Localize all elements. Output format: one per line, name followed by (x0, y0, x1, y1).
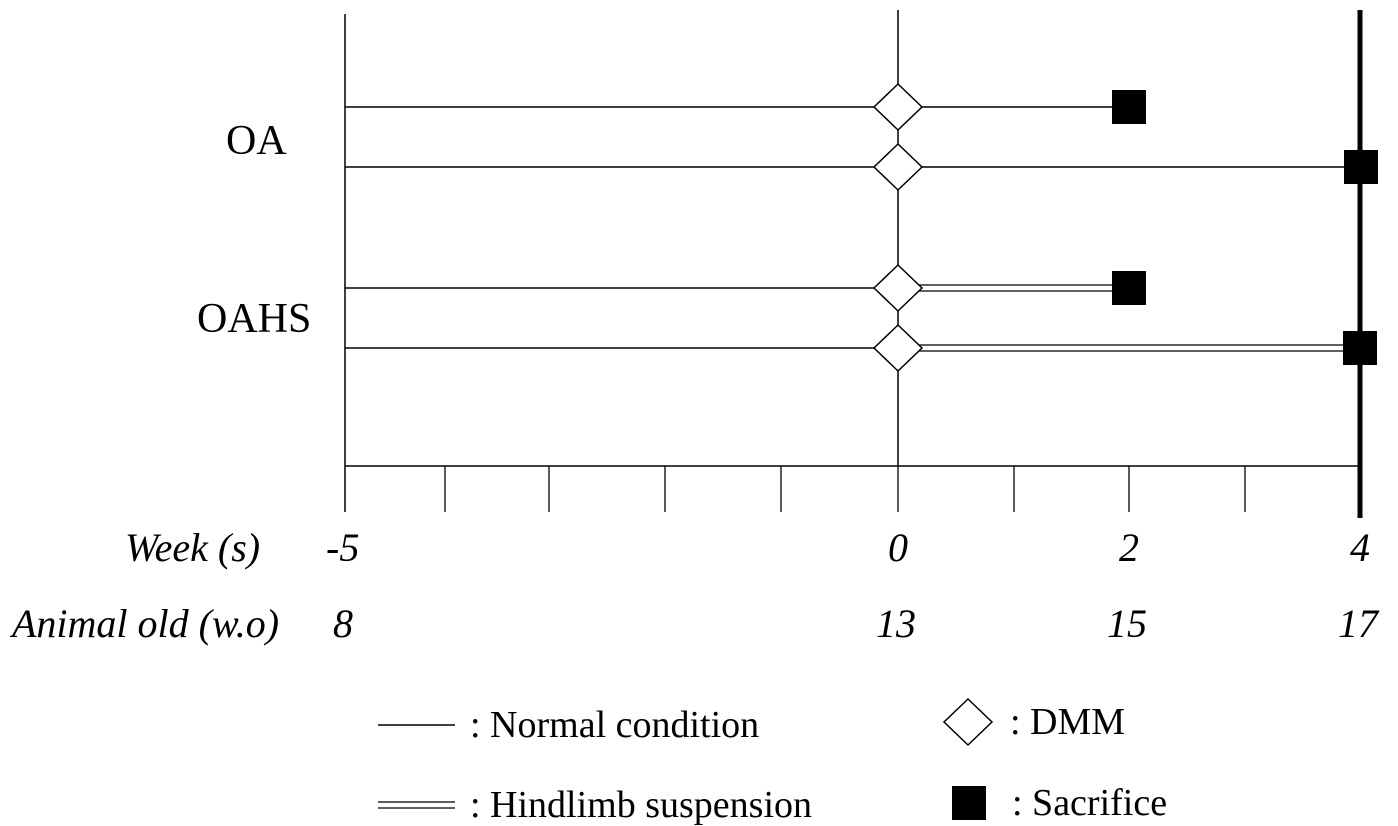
dmm-marker (872, 323, 924, 373)
age-tick-label: 15 (1107, 601, 1147, 646)
sacrifice-marker (1112, 271, 1146, 305)
week-tick-label: 2 (1119, 525, 1139, 570)
week-tick-label: 4 (1350, 525, 1370, 570)
sacrifice-marker (1343, 331, 1377, 365)
legend-sacrifice-label: : Sacrifice (1012, 782, 1168, 824)
sacrifice-marker (1112, 90, 1146, 124)
dmm-marker (872, 82, 924, 132)
group-label-oa: OA (226, 118, 287, 164)
age-tick-label: 8 (333, 601, 353, 646)
week-tick-label: -5 (326, 525, 360, 570)
week-axis-label: Week (s) (125, 525, 261, 570)
legend-dmm-symbol (942, 697, 994, 747)
legend-dmm-label: : DMM (1010, 701, 1126, 743)
age-tick-label: 13 (876, 601, 916, 646)
age-tick-label: 17 (1338, 601, 1378, 646)
week-tick-label: 0 (888, 525, 908, 570)
sacrifice-marker (1344, 150, 1378, 184)
age-axis-label: Animal old (w.o) (12, 601, 280, 646)
legend-normal-label: : Normal condition (470, 704, 760, 746)
group-label-oahs: OAHS (197, 296, 312, 342)
legend-suspension-label: : Hindlimb suspension (470, 784, 813, 826)
legend-sacrifice-symbol (952, 786, 986, 820)
dmm-marker (872, 263, 924, 313)
dmm-marker (872, 142, 924, 192)
